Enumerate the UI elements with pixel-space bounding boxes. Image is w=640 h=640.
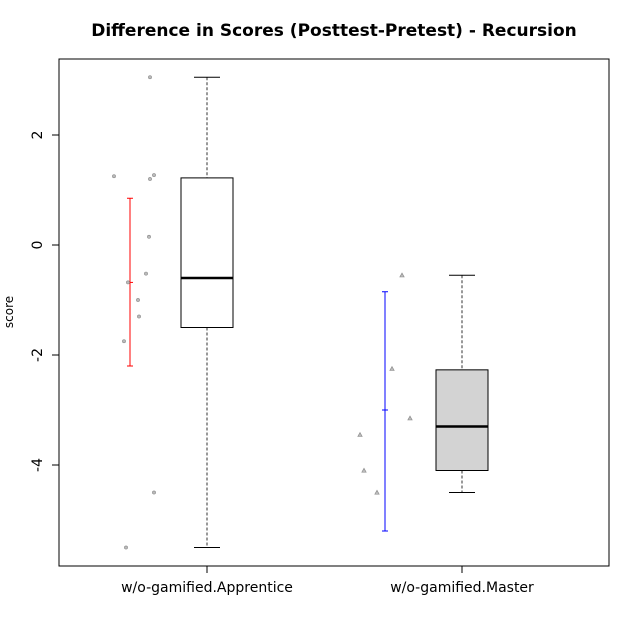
y-tick-label: -2 — [30, 348, 46, 362]
data-point — [144, 271, 148, 276]
data-point — [148, 75, 152, 80]
data-point — [152, 490, 156, 495]
x-tick-label: w/o-gamified.Apprentice — [121, 580, 293, 596]
data-point — [126, 280, 130, 285]
data-point — [361, 467, 367, 473]
y-tick-label: 2 — [30, 131, 46, 140]
iqr-box — [435, 369, 489, 472]
data-point — [124, 545, 128, 550]
data-point — [374, 489, 380, 495]
data-point — [152, 173, 156, 178]
y-tick-label: 0 — [30, 241, 46, 250]
chart-title: Difference in Scores (Posttest-Pretest) … — [91, 21, 577, 41]
data-point — [389, 365, 395, 371]
data-point — [112, 174, 116, 179]
y-tick-label: -4 — [30, 458, 46, 472]
data-point — [357, 431, 363, 437]
iqr-box — [180, 177, 234, 328]
y-axis-label: score — [2, 296, 16, 328]
data-point — [147, 234, 151, 239]
data-point — [399, 272, 405, 278]
data-point — [136, 298, 140, 302]
data-point — [137, 314, 141, 319]
plot-frame — [58, 58, 610, 567]
data-point — [122, 339, 126, 344]
x-tick-label: w/o-gamified.Master — [390, 580, 534, 596]
data-point — [407, 415, 413, 421]
data-point — [148, 177, 152, 181]
